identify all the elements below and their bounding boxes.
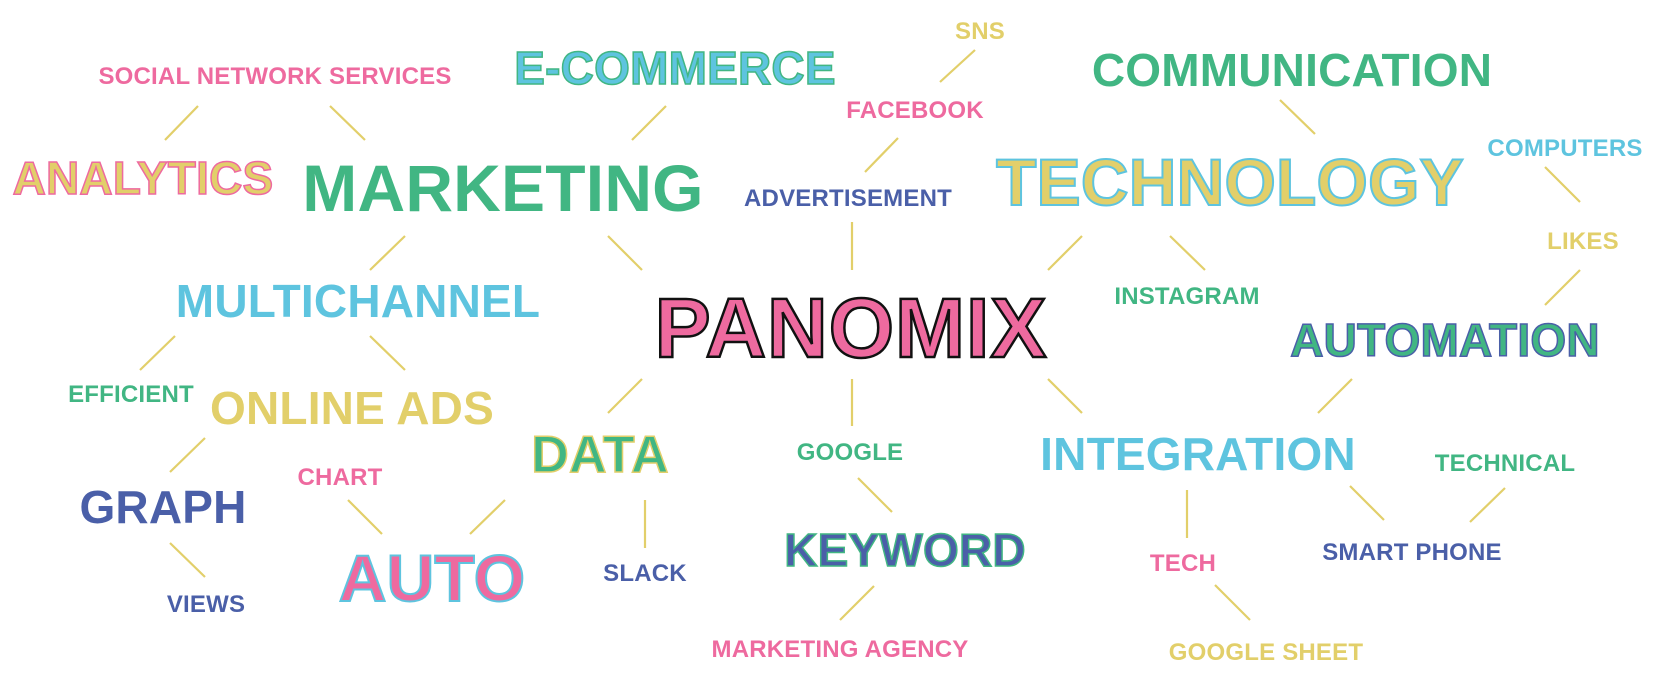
word-online-ads: ONLINE ADS (210, 382, 494, 434)
word-e-commerce: E-COMMERCE (514, 42, 837, 94)
connector-line (1544, 269, 1581, 306)
connector-line (864, 137, 899, 173)
connector-line (1469, 487, 1506, 523)
connector-line (1047, 235, 1083, 271)
word-marketing-agency: MARKETING AGENCY (711, 636, 969, 663)
connector-line (839, 585, 875, 621)
connector-line (607, 235, 643, 271)
word-facebook: FACEBOOK (846, 97, 984, 124)
word-automation: AUTOMATION (1290, 314, 1601, 366)
connector-line (857, 477, 893, 513)
connector-line (469, 499, 506, 535)
word-auto: AUTO (338, 541, 526, 615)
word-integration: INTEGRATION (1040, 428, 1356, 480)
word-computers: COMPUTERS (1487, 135, 1643, 162)
connector-line (1047, 378, 1083, 414)
connector-line (347, 499, 383, 535)
word-sns: SNS (955, 18, 1005, 45)
word-advertisement: ADVERTISEMENT (744, 185, 952, 212)
word-google: GOOGLE (796, 439, 904, 466)
word-views: VIEWS (166, 591, 246, 618)
word-slack: SLACK (603, 560, 687, 587)
connector-line (1317, 378, 1353, 414)
connector-line (169, 437, 206, 473)
word-technology: TECHNOLOGY (995, 145, 1464, 219)
word-tech: TECH (1149, 550, 1217, 577)
hub-word-panomix: PANOMIX (653, 281, 1048, 375)
word-keyword: KEYWORD (783, 524, 1026, 576)
word-multichannel: MULTICHANNEL (175, 275, 541, 327)
connector-line (164, 105, 199, 141)
word-instagram: INSTAGRAM (1114, 283, 1260, 310)
word-social-network-services: SOCIAL NETWORK SERVICES (98, 63, 452, 90)
word-analytics: ANALYTICS (12, 152, 274, 204)
word-data: DATA (530, 426, 669, 484)
word-communication: COMMUNICATION (1091, 44, 1493, 96)
connector-line (1279, 99, 1316, 135)
word-likes: LIKES (1547, 228, 1619, 255)
connector-line (369, 235, 406, 271)
connector-line (169, 542, 206, 578)
word-graph: GRAPH (79, 481, 247, 533)
word-efficient: EFFICIENT (68, 381, 194, 408)
connector-line (329, 105, 366, 141)
word-marketing: MARKETING (302, 151, 704, 225)
connector-line (369, 335, 406, 371)
connector-line (1169, 235, 1206, 271)
connector-line (1349, 485, 1385, 521)
connector-line (1544, 166, 1581, 203)
word-chart: CHART (297, 464, 383, 491)
connector-line (631, 105, 667, 141)
connector-line (139, 335, 176, 371)
connector-line (607, 378, 643, 414)
word-smart-phone: SMART PHONE (1322, 539, 1502, 566)
connector-line (1214, 584, 1251, 621)
word-technical: TECHNICAL (1434, 450, 1576, 477)
word-google-sheet: GOOGLE SHEET (1168, 639, 1364, 666)
connector-line (939, 49, 976, 83)
